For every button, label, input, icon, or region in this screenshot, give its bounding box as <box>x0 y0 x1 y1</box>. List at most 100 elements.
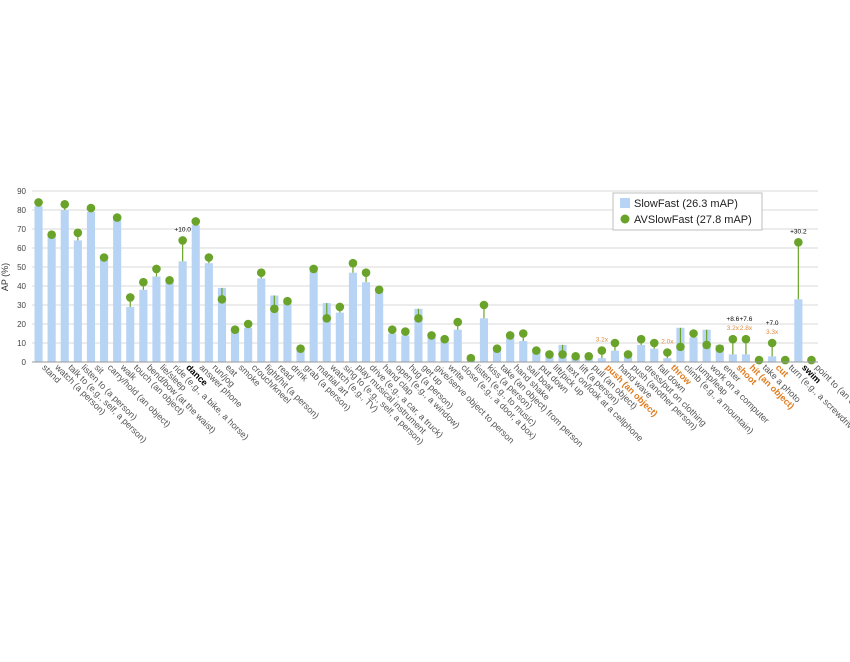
point <box>112 213 122 222</box>
point <box>794 238 803 247</box>
y-tick-label: 90 <box>17 187 26 196</box>
point <box>270 304 279 314</box>
point <box>453 317 463 327</box>
bar <box>650 348 659 362</box>
point <box>505 331 515 340</box>
point <box>99 253 109 262</box>
point <box>676 342 685 352</box>
y-tick-label: 20 <box>17 320 26 329</box>
y-tick-label: 80 <box>17 206 26 215</box>
bar <box>139 289 148 362</box>
legend-label-avslowfast: AVSlowFast (27.8 mAP) <box>634 214 752 226</box>
annotation: +7.6 <box>740 316 753 323</box>
point <box>165 276 174 285</box>
point <box>401 327 410 336</box>
point <box>322 314 332 323</box>
point <box>440 334 449 344</box>
bar <box>86 211 96 362</box>
legend-swatch-slowfast <box>620 198 630 208</box>
bar <box>715 344 724 362</box>
point <box>689 329 698 338</box>
bar <box>296 350 305 362</box>
point <box>73 228 83 238</box>
bar <box>532 350 541 362</box>
point <box>584 352 594 361</box>
bar <box>453 329 462 362</box>
point <box>492 344 502 354</box>
bar <box>165 282 174 362</box>
bar <box>335 312 344 362</box>
bar <box>375 291 384 362</box>
point <box>767 338 777 348</box>
point <box>623 350 633 359</box>
annotation: 3.3x <box>766 329 779 336</box>
bar <box>244 327 253 362</box>
bar <box>217 287 227 362</box>
point <box>256 268 266 278</box>
bar <box>388 333 397 362</box>
bar <box>610 350 620 362</box>
bar <box>440 337 449 362</box>
bar <box>257 278 266 362</box>
point <box>715 344 725 354</box>
bar <box>99 259 109 362</box>
bar <box>637 344 646 362</box>
bar <box>204 263 213 362</box>
bar <box>689 337 698 362</box>
bar <box>361 282 371 362</box>
y-tick-label: 70 <box>17 225 26 234</box>
y-tick-label: 30 <box>17 301 26 310</box>
point <box>387 325 397 335</box>
bar <box>794 299 803 362</box>
annotation: +30.2 <box>790 228 807 235</box>
y-axis-label: AP (%) <box>0 263 10 291</box>
point <box>230 325 240 335</box>
bar <box>597 358 606 362</box>
bar <box>414 308 423 362</box>
bar <box>191 225 200 362</box>
point <box>702 340 711 350</box>
point <box>466 353 476 363</box>
y-tick-label: 50 <box>17 263 26 272</box>
bar <box>768 356 777 362</box>
point <box>217 295 227 304</box>
point <box>427 331 436 340</box>
point <box>47 230 56 239</box>
y-tick-label: 10 <box>17 339 26 348</box>
bar <box>309 270 318 362</box>
bar <box>663 358 672 362</box>
annotation: 2.0x <box>661 339 674 346</box>
bar <box>728 354 737 362</box>
legend-marker-avslowfast <box>620 214 630 224</box>
annotation: 3.2x <box>596 337 609 344</box>
bar <box>519 341 528 362</box>
y-tick-label: 0 <box>22 358 27 367</box>
bar <box>230 331 240 362</box>
point <box>243 319 253 329</box>
y-tick-label: 60 <box>17 244 26 253</box>
bar <box>113 219 122 362</box>
bar <box>506 337 515 362</box>
legend: SlowFast (26.3 mAP) AVSlowFast (27.8 mAP… <box>612 192 763 231</box>
point <box>610 338 620 348</box>
point <box>152 264 161 274</box>
point <box>309 264 318 274</box>
point <box>545 350 554 359</box>
bar <box>270 295 279 362</box>
annotation: 3.2x <box>727 325 740 332</box>
point <box>479 300 489 310</box>
annotations-layer: +10.0 3.2x 2.0x 3.2x +8.62.8x +7.6 3.3x +7.0 +30… <box>174 226 807 345</box>
point <box>296 344 305 354</box>
point <box>571 352 580 361</box>
legend-label-slowfast: SlowFast (26.3 mAP) <box>634 198 738 210</box>
point <box>34 198 43 207</box>
point <box>361 268 371 278</box>
point <box>558 350 567 359</box>
point <box>335 302 345 312</box>
point <box>178 236 187 245</box>
point <box>663 348 672 357</box>
grid-layer <box>32 190 818 363</box>
